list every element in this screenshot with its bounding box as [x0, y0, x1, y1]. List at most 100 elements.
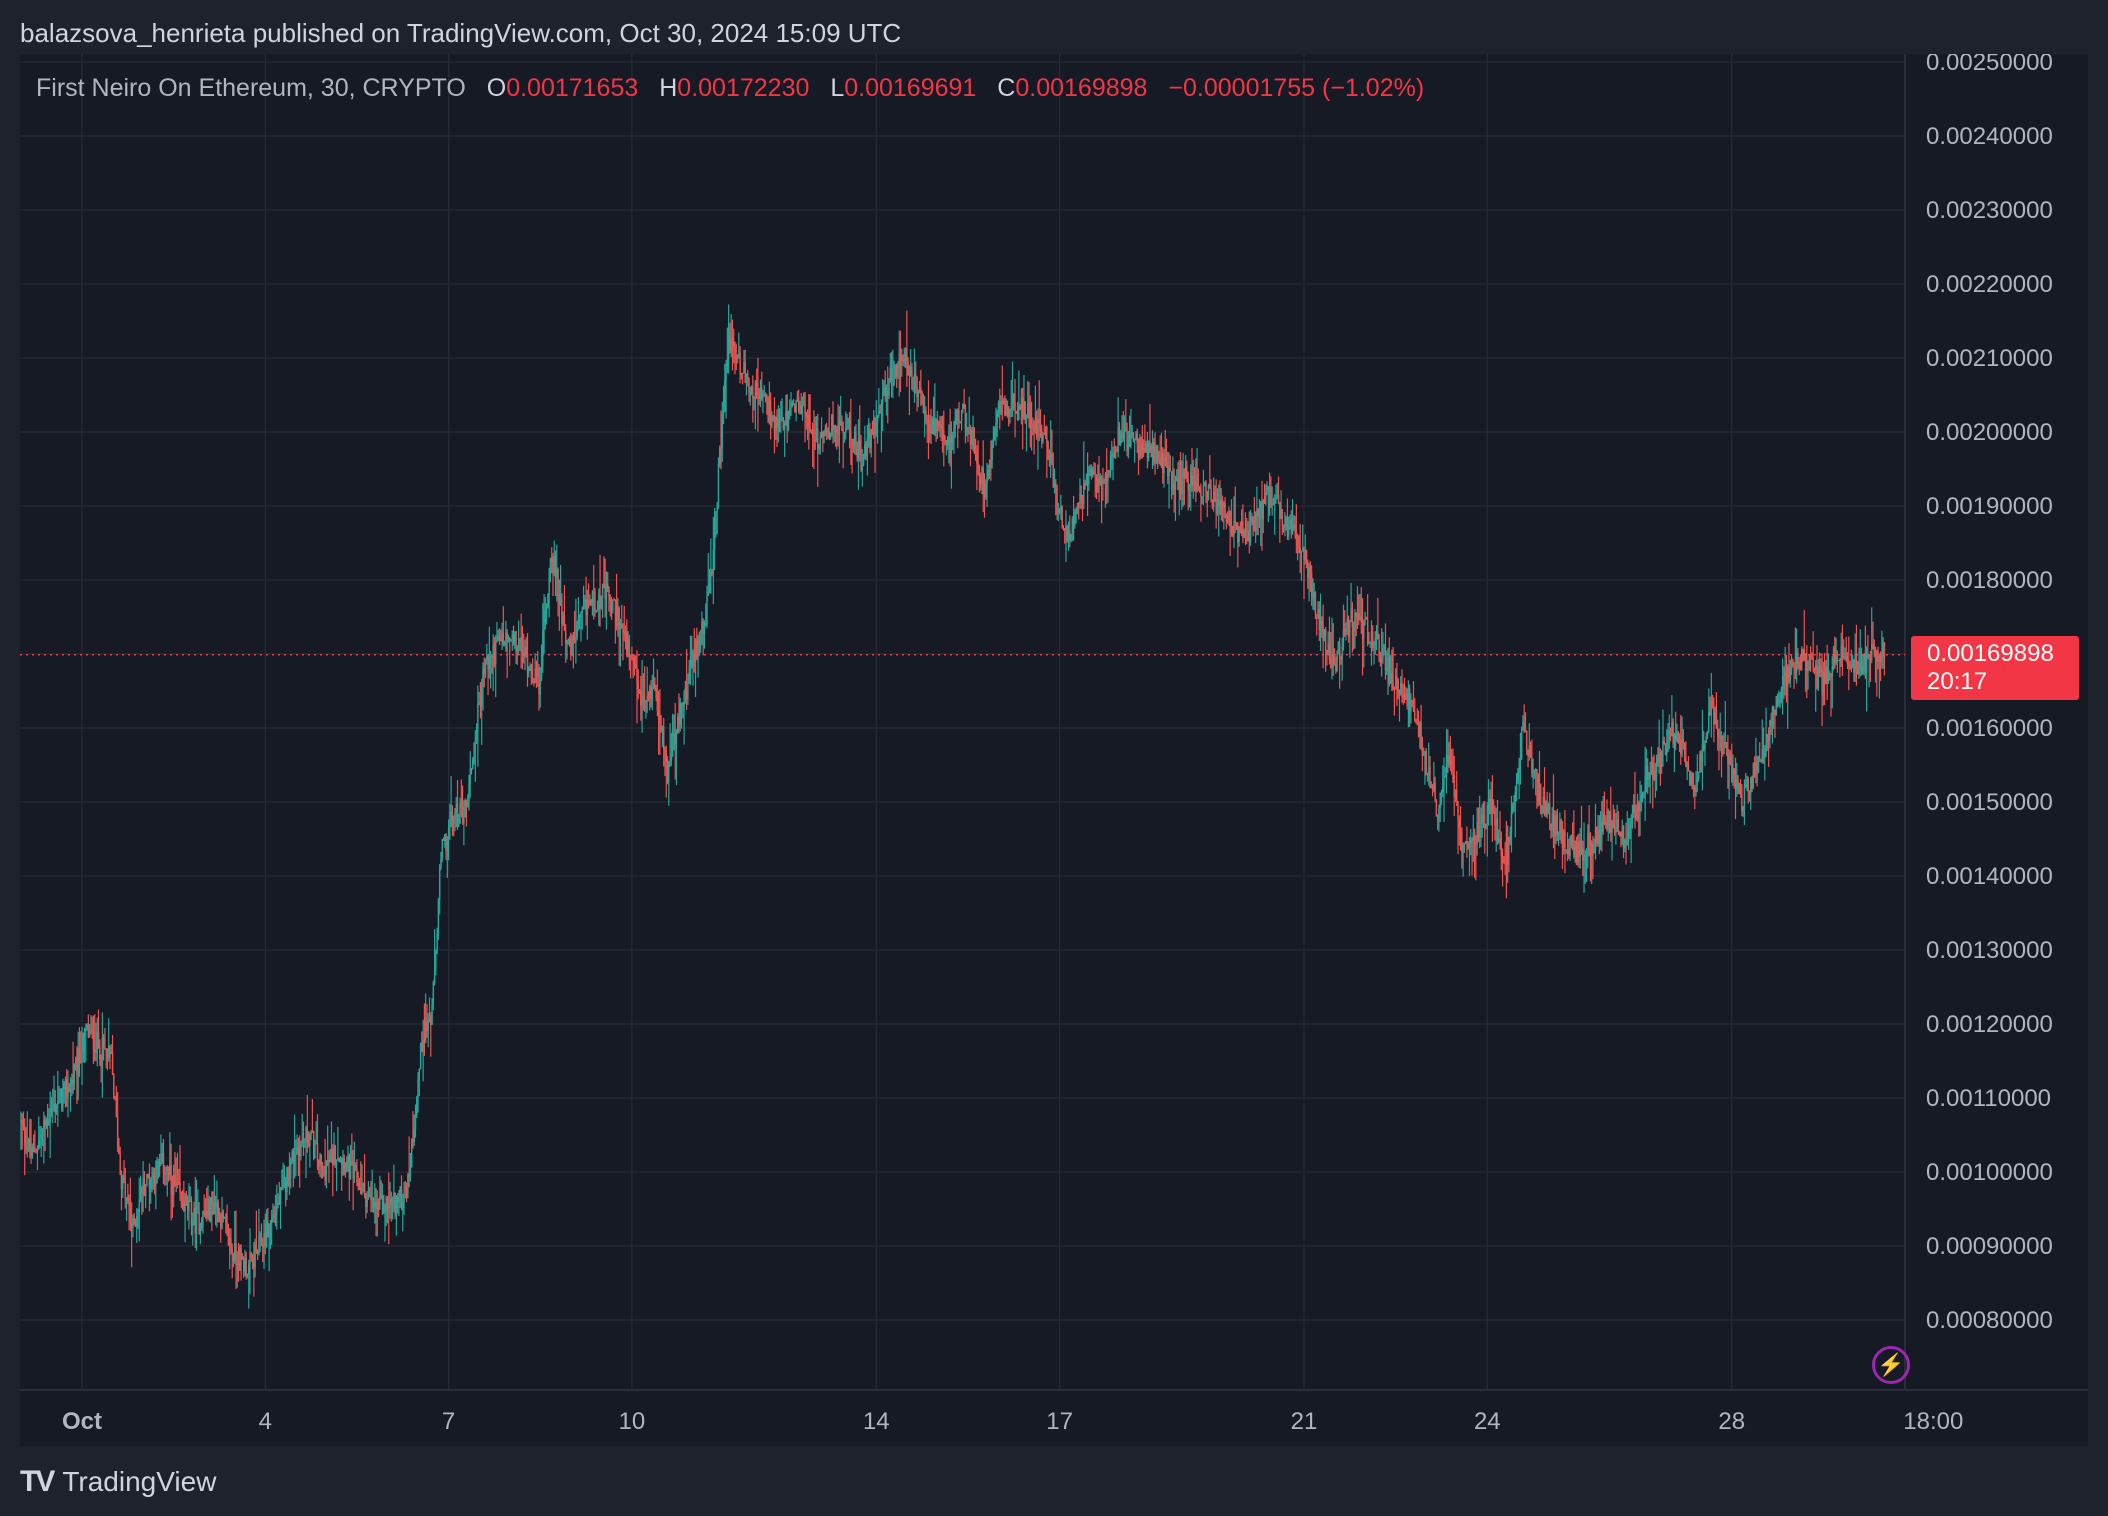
candle-down	[130, 1222, 133, 1229]
candle-up	[981, 468, 983, 484]
candle-up	[730, 338, 732, 352]
candle-up	[293, 1155, 296, 1162]
candle-down	[255, 1245, 258, 1251]
candle-up	[450, 811, 452, 827]
candle-down	[174, 1174, 176, 1184]
candle-up	[562, 615, 564, 624]
candle-down	[1170, 471, 1173, 489]
candle-down	[1013, 394, 1015, 403]
candle-down	[921, 392, 923, 396]
candle-down	[1416, 722, 1418, 725]
candle-up	[1439, 793, 1441, 809]
candle-up	[1485, 823, 1487, 829]
candle-down	[1321, 620, 1323, 625]
candle-up	[675, 731, 678, 745]
candle-up	[1645, 765, 1648, 776]
low-label: L	[830, 74, 845, 102]
candle-up	[1075, 512, 1077, 514]
candle-up	[36, 1149, 39, 1154]
candle-up	[1375, 631, 1378, 638]
tradingview-logo-icon[interactable]: TV	[20, 1465, 55, 1498]
candle-up	[1825, 666, 1827, 685]
chart-pane[interactable]: 0.00250000 0.00240000 0.00230000 0.00220000…	[20, 54, 2088, 1446]
candle-down	[1352, 627, 1355, 631]
candle-up	[1207, 485, 1210, 500]
candle-up	[1514, 791, 1517, 803]
candle-up	[161, 1152, 163, 1163]
candle-up	[1490, 798, 1492, 814]
candle-down	[563, 615, 566, 631]
candle-up	[1111, 454, 1113, 458]
candle-down	[1664, 744, 1667, 755]
candle-up	[1520, 728, 1523, 759]
candle-up	[1065, 525, 1067, 530]
candle-up	[768, 400, 771, 422]
candle-up	[157, 1162, 160, 1164]
candle-down	[610, 601, 613, 611]
candle-down	[1263, 499, 1266, 504]
candle-up	[661, 726, 664, 730]
candle-up	[754, 382, 757, 398]
candle-down	[523, 652, 525, 657]
candle-down	[404, 1196, 407, 1198]
candle-down	[874, 418, 876, 434]
candle-down	[817, 428, 819, 450]
candle-down	[1459, 827, 1462, 833]
candle-down	[1548, 803, 1551, 824]
candle-down	[1857, 661, 1859, 675]
candle-down	[1820, 666, 1822, 673]
candle-up	[319, 1154, 321, 1167]
candle-up	[1692, 786, 1695, 789]
candle-down	[22, 1123, 25, 1126]
candle-up	[455, 803, 457, 813]
candle-up	[948, 435, 950, 446]
candle-down	[1492, 810, 1495, 814]
candle-down	[1826, 666, 1828, 684]
candle-up	[466, 802, 469, 807]
candle-up	[38, 1139, 40, 1150]
candle-up	[1139, 437, 1141, 459]
candle-down	[1340, 658, 1342, 660]
candle-up	[347, 1154, 349, 1162]
candle-up	[1107, 470, 1109, 481]
candle-down	[1830, 674, 1832, 677]
candle-up	[1593, 850, 1595, 853]
candle-up	[290, 1159, 292, 1178]
candle-up	[1478, 833, 1481, 838]
candle-up	[1293, 524, 1295, 529]
candle-up	[1104, 474, 1107, 482]
lightning-icon[interactable]: ⚡	[1872, 1346, 1910, 1384]
candle-down	[1457, 801, 1459, 821]
candle-up	[673, 732, 675, 748]
candle-up	[64, 1079, 67, 1083]
candle-down	[935, 419, 937, 431]
candle-down	[1434, 782, 1436, 800]
candle-up	[985, 483, 987, 498]
candle-down	[1128, 445, 1131, 447]
candle-down	[1426, 774, 1429, 776]
candle-up	[505, 632, 507, 642]
candle-down	[944, 440, 946, 444]
candlestick-chart[interactable]: 0.002500000.002400000.002300000.00220000…	[20, 54, 2088, 1446]
candle-up	[209, 1197, 212, 1221]
candle-down	[1733, 768, 1735, 776]
candle-up	[1538, 784, 1541, 802]
candle-down	[324, 1166, 326, 1181]
candle-up	[806, 414, 809, 417]
candle-down	[922, 395, 925, 414]
candle-up	[715, 511, 717, 519]
candle-up	[1630, 825, 1632, 827]
candle-down	[1860, 662, 1863, 674]
candle-down	[1237, 523, 1239, 543]
candle-up	[909, 367, 912, 377]
candle-down	[1592, 843, 1594, 853]
candle-up	[1654, 771, 1657, 780]
candle-down	[1411, 700, 1413, 702]
candle-down	[1829, 674, 1831, 676]
candle-down	[828, 430, 830, 439]
candle-down	[1372, 632, 1374, 648]
candle-down	[1234, 520, 1236, 523]
candle-up	[582, 604, 585, 607]
candle-up	[992, 439, 995, 447]
candle-up	[333, 1145, 335, 1166]
